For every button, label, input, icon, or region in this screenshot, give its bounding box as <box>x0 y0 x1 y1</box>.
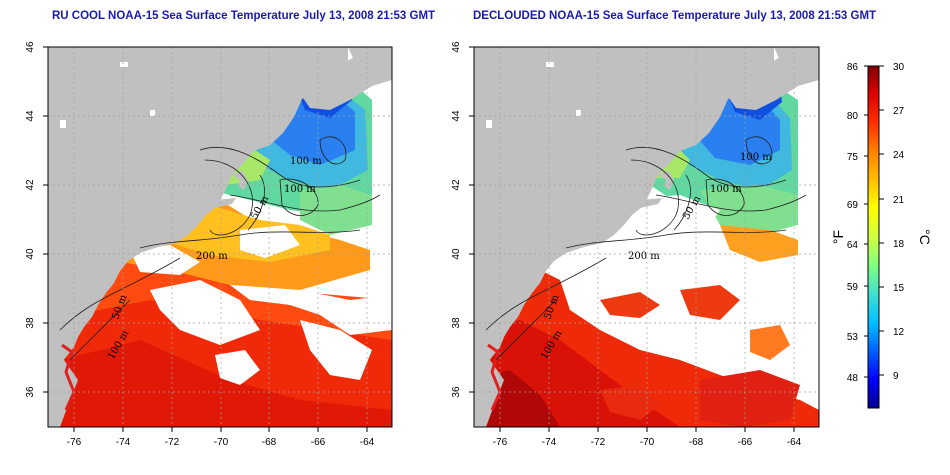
lon-tick-label: -64 <box>787 437 802 448</box>
lat-tick-label: 40 <box>451 248 462 260</box>
lon-tick-label: -72 <box>591 437 606 448</box>
colorbar: 86 80 75 69 64 59 53 48 30 27 24 21 18 1… <box>830 62 933 409</box>
lat-tick-label: 44 <box>25 110 36 122</box>
celsius-unit-label: °C <box>917 229 933 245</box>
left-map-frame <box>47 46 393 428</box>
contour-label: 200 m <box>628 251 660 262</box>
fahrenheit-tick-label: 80 <box>847 111 859 122</box>
left-lon-axis: -76 -74 -72 -70 -68 -66 -64 <box>67 437 375 448</box>
map-title-left: RU COOL NOAA-15 Sea Surface Temperature … <box>52 10 436 22</box>
colorbar-scale <box>867 65 880 409</box>
lon-tick-label: -74 <box>542 437 557 448</box>
celsius-tick-label: 27 <box>893 106 905 117</box>
contour-label: 200 m <box>196 251 228 262</box>
lon-tick-label: -76 <box>493 437 508 448</box>
celsius-tick-label: 18 <box>893 239 905 250</box>
right-lon-axis: -76 -74 -72 -70 -68 -66 -64 <box>493 437 802 448</box>
lon-tick-label: -66 <box>311 437 326 448</box>
right-map-imagery <box>474 47 819 427</box>
contour-label: 100 m <box>290 156 322 167</box>
lon-tick-label: -70 <box>640 437 655 448</box>
colorbar-fahrenheit-ticks: 86 80 75 69 64 59 53 48 <box>847 62 859 384</box>
lon-tick-label: -76 <box>67 437 82 448</box>
fahrenheit-tick-label: 59 <box>847 282 859 293</box>
fahrenheit-tick-label: 75 <box>847 152 859 163</box>
left-map-imagery <box>48 47 392 427</box>
fahrenheit-unit-label: °F <box>830 230 846 244</box>
lon-tick-label: -68 <box>262 437 277 448</box>
lat-tick-label: 46 <box>451 41 462 53</box>
contour-label: 100 m <box>710 184 742 195</box>
lat-tick-label: 38 <box>25 317 36 329</box>
lat-tick-label: 36 <box>25 386 36 398</box>
lon-tick-label: -64 <box>360 437 375 448</box>
fahrenheit-tick-label: 86 <box>847 62 859 73</box>
left-lat-axis: 36 38 40 42 44 46 <box>25 41 36 398</box>
celsius-tick-label: 9 <box>893 371 899 382</box>
fahrenheit-tick-label: 48 <box>847 373 859 384</box>
lon-tick-label: -66 <box>738 437 753 448</box>
lon-tick-label: -68 <box>689 437 704 448</box>
celsius-tick-label: 12 <box>893 327 905 338</box>
lat-tick-label: 44 <box>451 110 462 122</box>
lat-tick-label: 40 <box>25 248 36 260</box>
lat-tick-label: 46 <box>25 41 36 53</box>
lat-tick-label: 42 <box>25 179 36 191</box>
fahrenheit-tick-label: 69 <box>847 200 859 211</box>
celsius-tick-label: 15 <box>893 283 905 294</box>
right-lat-axis: 36 38 40 42 44 46 <box>451 41 462 398</box>
colorbar-celsius-ticks: 30 27 24 21 18 15 12 9 <box>893 62 905 382</box>
lon-tick-label: -72 <box>165 437 180 448</box>
lat-tick-label: 38 <box>451 317 462 329</box>
lat-tick-label: 42 <box>451 179 462 191</box>
lat-tick-label: 36 <box>451 386 462 398</box>
contour-label: 100 m <box>284 184 316 195</box>
fahrenheit-tick-label: 64 <box>847 240 859 251</box>
celsius-tick-label: 30 <box>893 62 905 73</box>
right-map-panel: 100 m 100 m 50 m 200 m 50 m 100 m -76 -7… <box>451 41 820 448</box>
celsius-tick-label: 24 <box>893 150 905 161</box>
contour-label: 100 m <box>740 152 772 163</box>
lon-tick-label: -74 <box>116 437 131 448</box>
map-title-right: DECLOUDED NOAA-15 Sea Surface Temperatur… <box>473 10 877 22</box>
fahrenheit-tick-label: 53 <box>847 332 859 343</box>
celsius-tick-label: 21 <box>893 195 905 206</box>
lon-tick-label: -70 <box>214 437 229 448</box>
left-map-panel: 100 m 100 m 50 m 200 m 50 m 100 m -76 -7… <box>25 41 393 448</box>
